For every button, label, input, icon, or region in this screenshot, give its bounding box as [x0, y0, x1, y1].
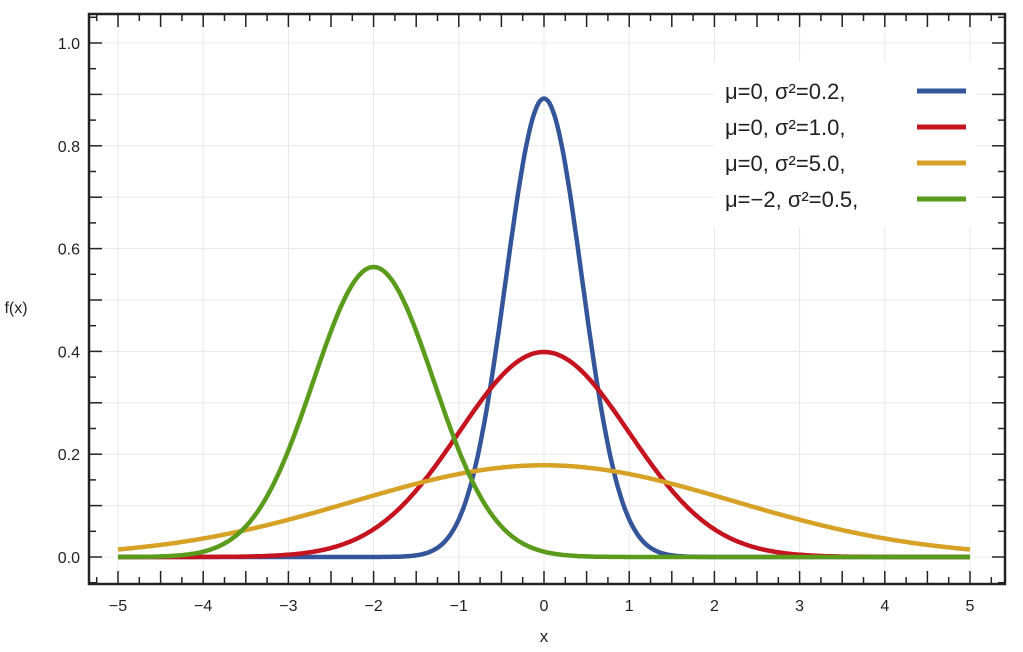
legend: μ=0, σ²=0.2, μ=0, σ²=1.0, μ=0, σ²=5.0, μ=−2…: [714, 62, 976, 227]
y-tick-label: 0.6: [58, 242, 80, 259]
x-tick-label: 3: [795, 598, 804, 615]
ticks: [89, 14, 1005, 584]
x-tick-label: 2: [710, 598, 719, 615]
y-tick-label: 1.0: [58, 36, 80, 53]
x-tick-label: 1: [625, 598, 634, 615]
legend-label: μ=0, σ²=1.0,: [725, 115, 845, 140]
series-line-2: [117, 463, 971, 552]
x-tick-label: 5: [966, 598, 975, 615]
x-tick-label: −1: [450, 598, 468, 615]
x-tick-label: −4: [194, 598, 212, 615]
legend-label: μ=−2, σ²=0.5,: [725, 187, 858, 212]
y-tick-label: 0.0: [58, 550, 80, 567]
x-axis-label: x: [540, 627, 549, 646]
y-axis-label: f(x): [4, 300, 27, 317]
x-tick-label: −5: [109, 598, 127, 615]
plot-frame: [87, 12, 1007, 586]
y-tick-label: 0.8: [58, 139, 80, 156]
curves: [117, 96, 971, 560]
x-tick-label: 0: [540, 598, 549, 615]
y-tick-label: 0.4: [58, 344, 80, 361]
x-tick-label: 4: [880, 598, 889, 615]
legend-label: μ=0, σ²=0.2,: [725, 79, 845, 104]
x-tick-label: −3: [279, 598, 297, 615]
x-tick-label: −2: [364, 598, 382, 615]
series-line-3: [117, 264, 971, 560]
legend-label: μ=0, σ²=5.0,: [725, 151, 845, 176]
y-tick-label: 0.2: [58, 447, 80, 464]
